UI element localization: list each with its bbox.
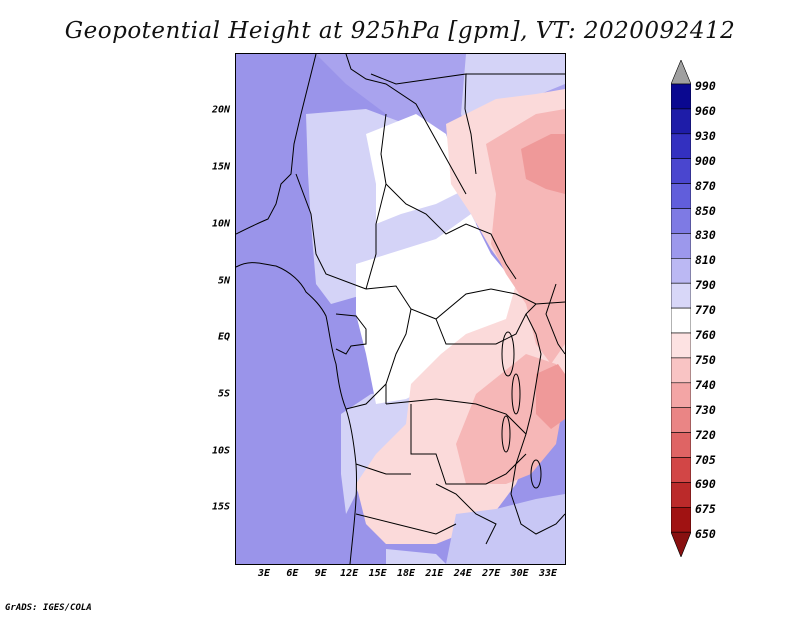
- boundary-line-2: [345, 54, 467, 195]
- colorbar-segment: [671, 133, 691, 160]
- boundary-line-12: [490, 288, 565, 305]
- boundary-line-16: [435, 483, 497, 545]
- colorbar-label: 750: [695, 352, 716, 367]
- field-region-red-low-10: [521, 134, 565, 194]
- lon-tick-label: 3E: [257, 568, 271, 579]
- lat-tick-label: 10S: [211, 445, 230, 457]
- colorbar-label: 705: [695, 452, 716, 467]
- lake-outline-0: [501, 331, 515, 377]
- colorbar: [671, 60, 691, 557]
- colorbar-label: 675: [695, 502, 716, 517]
- lake-outline-2: [501, 415, 511, 453]
- software-credit: GrADS: IGES/COLA: [5, 603, 92, 613]
- lon-tick-label: 30E: [510, 568, 529, 579]
- boundary-line-17: [355, 513, 457, 535]
- lon-tick-label: 9E: [314, 568, 327, 579]
- lat-tick-label: 10N: [211, 218, 230, 230]
- field-region-red-low-11: [536, 364, 565, 429]
- colorbar-label: 810: [695, 253, 716, 268]
- lon-tick-label: 18E: [396, 568, 416, 579]
- boundary-line-10: [385, 308, 412, 404]
- colorbar-segment: [671, 233, 691, 259]
- chart-title: Geopotential Height at 925hPa [gpm], VT:…: [64, 18, 736, 44]
- colorbar-segment: [671, 158, 691, 184]
- lon-tick-label: 24E: [453, 568, 472, 579]
- lat-tick-label: 15N: [211, 161, 230, 173]
- lat-tick-label: 15S: [211, 501, 230, 513]
- boundary-line-8: [365, 113, 387, 290]
- map-panel: [235, 53, 566, 565]
- colorbar-label: 900: [695, 153, 716, 168]
- lat-tick-label: EQ: [217, 331, 230, 343]
- colorbar-segment: [671, 457, 691, 483]
- lake-outline-3: [530, 459, 542, 489]
- colorbar-label: 830: [695, 228, 716, 243]
- colorbar-label: 870: [695, 178, 716, 193]
- lon-tick-label: 6E: [286, 568, 299, 579]
- lon-tick-label: 27E: [482, 568, 501, 579]
- boundary-line-4: [464, 108, 477, 175]
- boundary-line-14: [410, 404, 527, 485]
- boundary-line-3: [370, 73, 467, 110]
- colorbar-label: 690: [695, 477, 716, 492]
- boundary-line-6: [295, 173, 367, 290]
- colorbar-segment: [671, 382, 691, 408]
- colorbar-label: 930: [695, 128, 716, 143]
- field-region-south-blue-12: [446, 494, 565, 564]
- colorbar-label: 990: [695, 79, 716, 93]
- colorbar-segment: [671, 307, 691, 334]
- colorbar-label: 760: [695, 328, 716, 342]
- colorbar-label: 770: [695, 303, 716, 318]
- colorbar-segment: [671, 332, 691, 359]
- colorbar-label: 720: [695, 427, 716, 442]
- boundary-line-18: [510, 313, 565, 535]
- colorbar-label: 740: [695, 377, 716, 392]
- boundary-line-1: [236, 54, 317, 235]
- boundary-line-13: [385, 398, 527, 435]
- colorbar-label: 960: [695, 103, 716, 118]
- lon-tick-label: 33E: [538, 568, 558, 579]
- lon-tick-label: 15E: [368, 568, 387, 579]
- lon-tick-label: 21E: [425, 568, 444, 579]
- colorbar-segment: [671, 208, 691, 234]
- field-region-central-white-6: [366, 114, 466, 224]
- colorbar-segment: [671, 83, 691, 110]
- colorbar-segment: [671, 357, 691, 384]
- colorbar-segment: [671, 432, 691, 458]
- boundary-line-19: [355, 463, 411, 475]
- colorbar-segment: [671, 407, 691, 433]
- boundary-line-7: [365, 285, 492, 320]
- field-region-sahel-light-13: [386, 549, 446, 564]
- colorbar-segment: [671, 482, 691, 508]
- colorbar-max-triangle: [671, 60, 691, 85]
- boundary-line-21: [545, 283, 565, 355]
- colorbar-segment: [671, 282, 691, 309]
- boundary-line-20: [335, 313, 367, 355]
- geopotential-field-map: [236, 54, 565, 564]
- colorbar-min-triangle: [671, 531, 691, 557]
- lat-tick-label: 5S: [217, 388, 230, 400]
- colorbar-segment: [671, 108, 691, 135]
- field-region-central-white-5: [356, 214, 526, 404]
- lon-tick-label: 12E: [340, 568, 359, 579]
- colorbar-segment: [671, 506, 691, 533]
- boundary-line-11: [435, 303, 537, 345]
- colorbar-label: 650: [695, 527, 716, 542]
- colorbar-label: 850: [695, 203, 716, 218]
- colorbar-label: 790: [695, 278, 716, 293]
- colorbar-segment: [671, 183, 691, 209]
- boundary-line-9: [385, 183, 517, 280]
- boundary-line-15: [345, 383, 387, 410]
- colorbar-segment: [671, 258, 691, 284]
- colorbar-label: 730: [695, 402, 716, 417]
- lat-tick-label: 20N: [211, 104, 230, 116]
- lat-tick-label: 5N: [217, 275, 230, 287]
- lake-outline-1: [511, 373, 521, 415]
